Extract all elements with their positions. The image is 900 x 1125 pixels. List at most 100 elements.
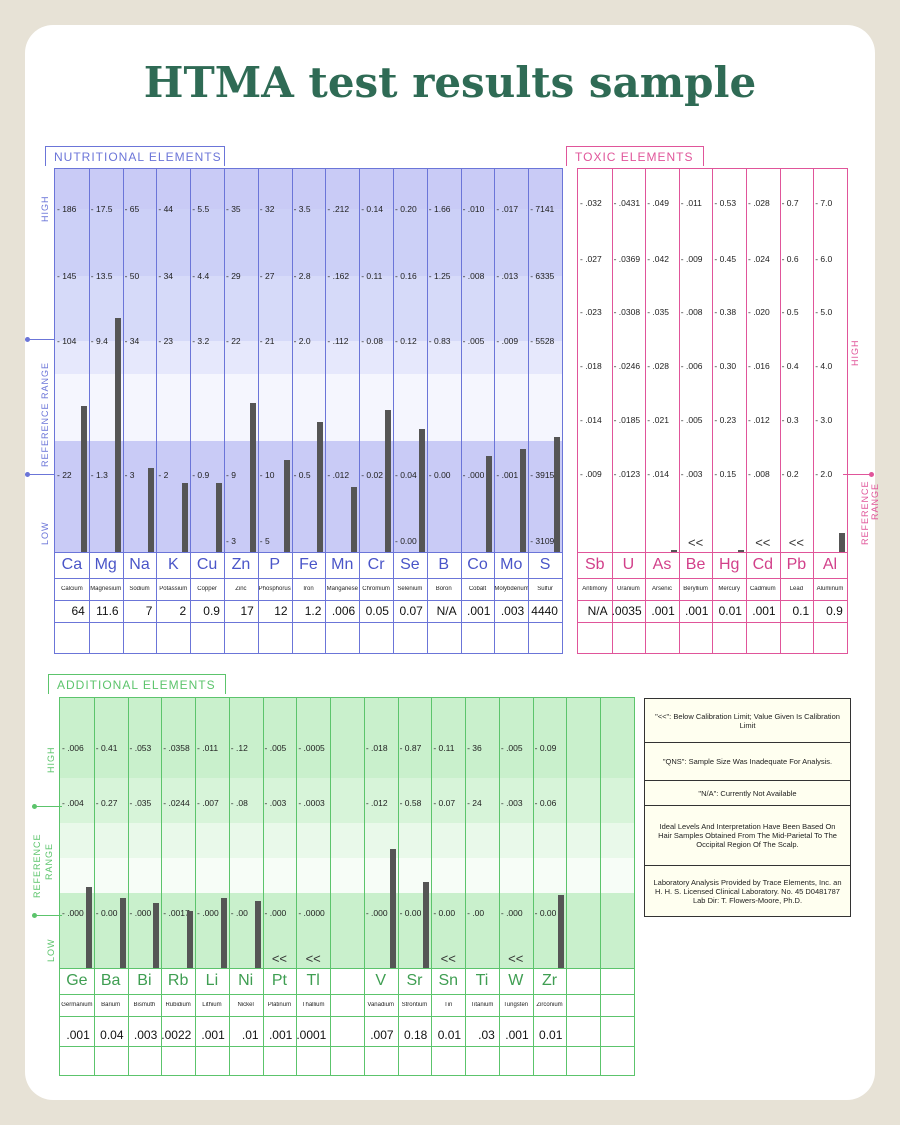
nutritional-bar xyxy=(80,406,87,552)
nutritional-scale-tick: - 0.04 xyxy=(395,470,417,480)
nutritional-element-symbol: B xyxy=(438,556,450,573)
additional-element-symbol: Rb xyxy=(167,972,189,989)
additional-bar xyxy=(119,897,126,968)
additional-scale-tick: - .000 xyxy=(264,908,287,918)
additional-scale-tick: - 0.00 xyxy=(433,908,456,918)
additional-element-symbol: Ti xyxy=(475,972,489,989)
additional-scale-tick: - .000 xyxy=(62,908,84,918)
nutritional-scale-tick: - 5.5 xyxy=(192,204,210,214)
nutritional-scale-tick: - 65 xyxy=(124,204,140,214)
additional-range-label: RANGE xyxy=(44,842,54,880)
toxic-element-name: Arsenic xyxy=(651,586,672,592)
nutritional-column-line xyxy=(325,169,327,653)
additional-column-line xyxy=(93,698,95,1075)
nutritional-low-label: LOW xyxy=(40,521,50,545)
nutritional-scale-tick: - .112 xyxy=(327,336,349,346)
reference-range-marker xyxy=(32,806,62,807)
additional-bar xyxy=(423,881,430,968)
nutritional-scale-tick: - 3.5 xyxy=(293,204,311,214)
toxic-scale-tick: - 0.3 xyxy=(781,415,799,425)
additional-scale-tick: - 0.00 xyxy=(534,908,557,918)
nutritional-element-symbol: Cu xyxy=(196,556,218,573)
toxic-element-symbol: U xyxy=(622,556,635,573)
additional-element-name: Platinum xyxy=(267,1002,292,1008)
nutritional-band xyxy=(55,276,562,341)
toxic-below-limit-marker: << xyxy=(788,535,804,550)
nutritional-scale-tick: - 3109 xyxy=(530,536,555,546)
nutritional-scale-tick: - 1.66 xyxy=(428,204,451,214)
nutritional-element-value: 7 xyxy=(145,604,153,618)
nutritional-scale-tick: - 44 xyxy=(158,204,174,214)
additional-scale-tick: - 0.58 xyxy=(399,798,422,808)
nutritional-element-symbol: P xyxy=(269,556,281,573)
additional-column-line xyxy=(262,698,264,1075)
toxic-below-limit-marker: << xyxy=(688,535,704,550)
toxic-scale-tick: - .032 xyxy=(580,198,602,208)
toxic-scale-tick: - .0369 xyxy=(613,254,641,264)
additional-scale-tick: - .0358 xyxy=(163,743,190,753)
additional-scale-tick: - 24 xyxy=(467,798,482,808)
additional-element-name: Lithium xyxy=(202,1002,222,1008)
nutritional-column-line xyxy=(393,169,394,653)
nutritional-column-line xyxy=(190,169,192,653)
nutritional-scale-tick: - 0.00 xyxy=(428,470,451,480)
nutritional-bar xyxy=(351,486,358,552)
toxic-scale-tick: - .023 xyxy=(580,307,602,317)
nutritional-element-symbol: Cr xyxy=(367,556,385,573)
nutritional-row-line xyxy=(55,578,562,579)
additional-column-line xyxy=(431,698,433,1075)
additional-element-value: .001 xyxy=(201,1028,225,1042)
additional-row-line xyxy=(60,1016,634,1017)
additional-column-line xyxy=(161,698,163,1075)
nutritional-element-value: 11.6 xyxy=(96,604,119,618)
toxic-scale-tick: - 0.23 xyxy=(714,415,737,425)
additional-scale-tick: - .005 xyxy=(500,743,523,753)
note-calibration: "<<": Below Calibration Limit; Value Giv… xyxy=(645,699,850,743)
additional-element-value: .03 xyxy=(478,1028,495,1042)
toxic-element-value: 0.01 xyxy=(718,604,742,618)
additional-element-name: Nickel xyxy=(237,1002,254,1008)
nutritional-column-line xyxy=(494,169,496,653)
nutritional-scale-tick: - .162 xyxy=(327,271,350,281)
toxic-element-symbol: Sb xyxy=(585,556,605,573)
reference-range-dot xyxy=(25,472,30,477)
additional-scale-tick: - 36 xyxy=(467,743,482,753)
additional-column-line xyxy=(195,698,197,1075)
nutritional-scale-tick: - 29 xyxy=(226,271,241,281)
nutritional-scale-tick: - 3 xyxy=(124,470,135,480)
additional-bar xyxy=(153,903,160,968)
additional-column-line xyxy=(228,698,230,1075)
nutritional-bar xyxy=(486,456,493,552)
nutritional-bar xyxy=(283,460,290,552)
additional-element-symbol: Li xyxy=(205,972,219,989)
reference-range-dot xyxy=(869,472,874,477)
additional-bar xyxy=(389,849,396,968)
additional-scale-tick: - .08 xyxy=(230,798,248,808)
nutritional-element-symbol: K xyxy=(167,556,179,573)
additional-element-name: Zirconium xyxy=(536,1002,563,1008)
additional-scale-tick: - .003 xyxy=(264,798,287,808)
page-title: HTMA test results sample xyxy=(143,58,757,107)
additional-scale-tick: - .00 xyxy=(230,908,248,918)
nutritional-element-symbol: Mn xyxy=(331,556,354,573)
nutritional-element-name: Chromium xyxy=(362,586,390,592)
additional-element-value: .0022 xyxy=(161,1028,192,1042)
nutritional-band xyxy=(55,169,562,209)
nutritional-scale-tick: - 7141 xyxy=(530,204,555,214)
note-laboratory: Laboratory Analysis Provided by Trace El… xyxy=(653,877,842,905)
toxic-column-line xyxy=(678,169,680,653)
additional-column-line xyxy=(363,698,365,1075)
toxic-column-line xyxy=(779,169,781,653)
additional-row-line xyxy=(60,968,634,969)
nutritional-row-line xyxy=(55,552,562,553)
nutritional-element-value: 0.07 xyxy=(399,604,423,618)
toxic-scale-tick: - .028 xyxy=(748,198,770,208)
nutritional-bar xyxy=(249,402,256,552)
additional-scale-tick: - .000 xyxy=(197,908,219,918)
toxic-element-value: .001 xyxy=(752,604,776,618)
toxic-scale-tick: - 2.0 xyxy=(815,469,833,479)
additional-column-line xyxy=(330,698,332,1075)
nutritional-scale-tick: - 22 xyxy=(57,470,72,480)
nutritional-column-line xyxy=(359,169,361,653)
additional-band xyxy=(60,698,634,778)
